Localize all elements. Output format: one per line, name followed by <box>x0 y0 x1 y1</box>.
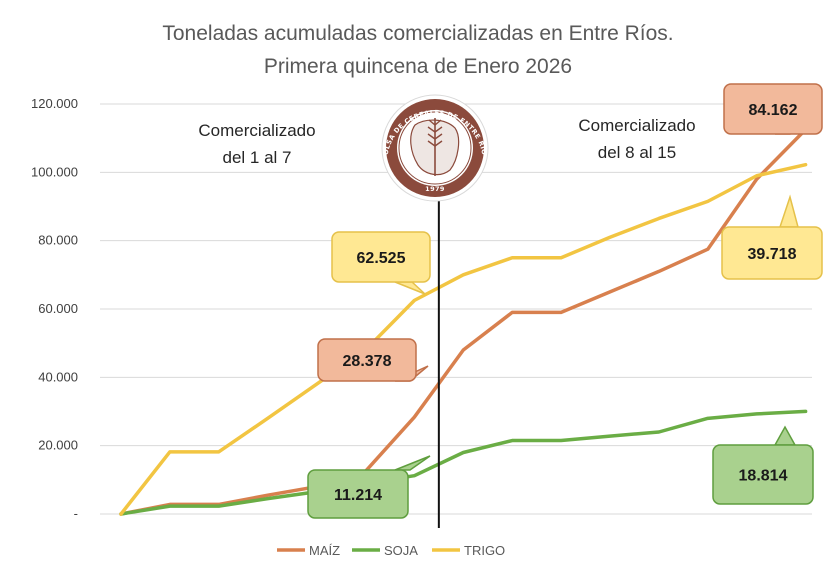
series-lines <box>119 127 808 516</box>
callout-box <box>331 231 431 283</box>
callout-trigo-8-15: 39.718 <box>721 194 823 280</box>
y-axis-ticks: - 20.000 40.000 60.000 80.000 100.000 120.000 <box>31 96 78 521</box>
series-line-soja <box>119 409 808 516</box>
callout-value: 84.162 <box>749 102 798 119</box>
y-tick-label: 80.000 <box>38 233 78 248</box>
y-tick-label: - <box>74 506 78 521</box>
callout-soja-8-15: 18.814 <box>712 425 814 505</box>
period2-note-line1: Comercializado <box>578 116 695 135</box>
callout-tail <box>778 194 799 228</box>
callout-value: 28.378 <box>343 353 392 370</box>
y-tick-label: 20.000 <box>38 438 78 453</box>
y-tick-label: 120.000 <box>31 96 78 111</box>
callout-trigo-1-7: 62.525 <box>331 231 431 295</box>
series-line-trigo <box>119 162 808 516</box>
callout-maiz-1-7: 28.378 <box>317 338 429 382</box>
legend-label: TRIGO <box>464 543 505 558</box>
callout-value: 62.525 <box>357 250 406 267</box>
period1-note-line1: Comercializado <box>198 121 315 140</box>
callout-tail <box>394 455 431 471</box>
logo-year: 1979 <box>425 185 445 193</box>
legend-item-maiz: MAÍZ <box>277 543 340 558</box>
chart-title: Toneladas acumuladas comercializadas en … <box>162 22 673 45</box>
y-tick-label: 60.000 <box>38 301 78 316</box>
legend-item-trigo: TRIGO <box>432 543 505 558</box>
y-tick-label: 100.000 <box>31 164 78 179</box>
callout-value: 18.814 <box>739 468 788 485</box>
y-tick-label: 40.000 <box>38 369 78 384</box>
callouts: 28.378 62.525 11.214 84.162 39.718 18.814 <box>307 83 823 519</box>
legend-item-soja: SOJA <box>352 543 418 558</box>
chart-subtitle: Primera quincena de Enero 2026 <box>264 55 572 78</box>
period2-note-line2: del 8 al 15 <box>598 143 676 162</box>
period1-note-line2: del 1 al 7 <box>223 148 292 167</box>
callout-tail <box>773 425 797 446</box>
callout-box <box>723 83 823 135</box>
legend: MAÍZ SOJA TRIGO <box>277 543 505 558</box>
callout-box <box>712 444 814 505</box>
callout-box <box>307 469 409 519</box>
series-line-maiz <box>119 127 808 516</box>
legend-label: MAÍZ <box>309 543 340 558</box>
callout-soja-1-7: 11.214 <box>307 455 431 519</box>
callout-value: 11.214 <box>334 487 382 504</box>
legend-label: SOJA <box>384 543 418 558</box>
callout-maiz-8-15: 84.162 <box>723 83 823 135</box>
callout-box <box>721 226 823 280</box>
callout-value: 39.718 <box>748 246 797 263</box>
callout-box <box>317 338 417 382</box>
callout-tail <box>394 281 426 295</box>
